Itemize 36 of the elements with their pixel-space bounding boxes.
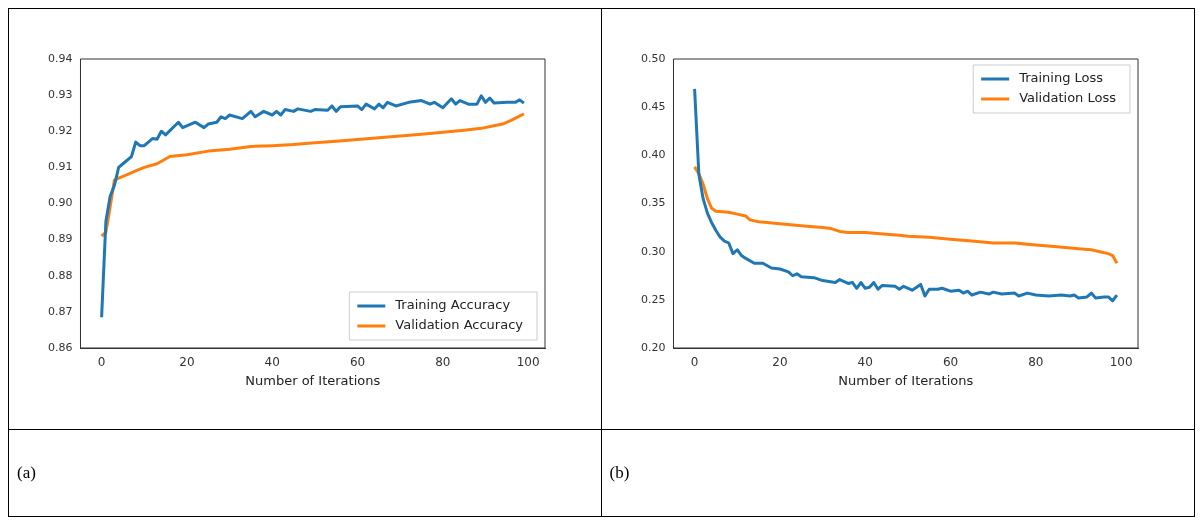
y-tick-label: 0.86 bbox=[47, 340, 73, 354]
y-tick-label: 0.20 bbox=[640, 340, 666, 354]
y-tick-label: 0.94 bbox=[47, 51, 73, 65]
y-tick-label: 0.87 bbox=[47, 304, 73, 318]
y-tick-label: 0.35 bbox=[640, 196, 666, 210]
y-tick-label: 0.93 bbox=[47, 87, 73, 101]
x-tick-label: 100 bbox=[516, 355, 540, 370]
y-tick-label: 0.91 bbox=[47, 160, 73, 174]
x-tick-label: 20 bbox=[772, 355, 788, 370]
y-tick-label: 0.92 bbox=[47, 124, 73, 138]
x-tick-label: 0 bbox=[97, 355, 106, 370]
x-axis-title: Number of Iterations bbox=[245, 372, 381, 388]
x-tick-label: 0 bbox=[690, 355, 699, 370]
x-tick-label: 80 bbox=[434, 355, 451, 370]
y-tick-label: 0.90 bbox=[47, 196, 73, 210]
x-tick-label: 60 bbox=[942, 355, 958, 370]
y-tick-label: 0.89 bbox=[47, 232, 73, 246]
x-tick-label: 40 bbox=[857, 355, 873, 370]
legend-label: Validation Accuracy bbox=[395, 317, 524, 333]
x-tick-label: 60 bbox=[349, 355, 365, 370]
y-tick-label: 0.50 bbox=[640, 51, 666, 65]
y-tick-label: 0.40 bbox=[640, 148, 666, 162]
x-tick-label: 20 bbox=[179, 355, 195, 370]
x-tick-label: 80 bbox=[1027, 355, 1044, 370]
text: (a) bbox=[17, 463, 36, 483]
y-tick-label: 0.45 bbox=[640, 100, 666, 114]
x-tick-label: 40 bbox=[264, 355, 280, 370]
y-tick-label: 0.88 bbox=[47, 268, 73, 282]
legend-label: Training Accuracy bbox=[394, 297, 511, 313]
legend-label: Training Loss bbox=[1017, 70, 1104, 86]
x-axis-title: Number of Iterations bbox=[838, 372, 974, 388]
x-tick-label: 100 bbox=[1109, 355, 1133, 370]
y-tick-label: 0.25 bbox=[640, 292, 666, 306]
text: (b) bbox=[609, 463, 630, 483]
y-tick-label: 0.30 bbox=[640, 244, 666, 258]
legend-label: Validation Loss bbox=[1018, 90, 1116, 106]
